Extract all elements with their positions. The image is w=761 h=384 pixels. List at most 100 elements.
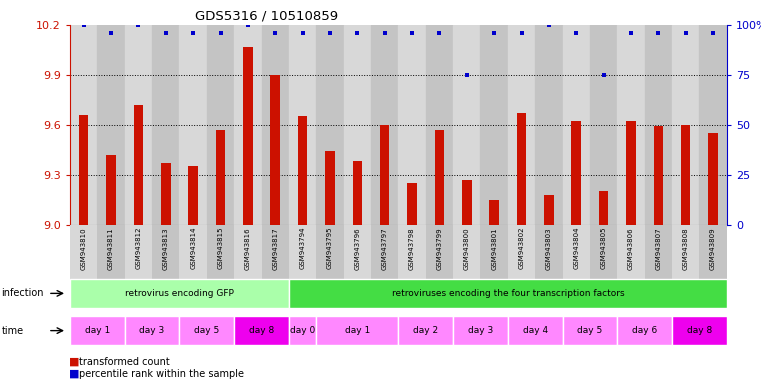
Text: GSM943811: GSM943811 <box>108 227 114 270</box>
Bar <box>480 225 508 301</box>
Bar <box>97 25 125 225</box>
Text: ■: ■ <box>68 369 79 379</box>
Bar <box>289 25 317 225</box>
Bar <box>152 25 180 225</box>
Bar <box>617 316 672 345</box>
Text: retroviruses encoding the four transcription factors: retroviruses encoding the four transcrip… <box>391 289 624 298</box>
Bar <box>535 25 562 225</box>
Bar <box>207 225 234 301</box>
Bar <box>508 225 535 301</box>
Bar <box>70 279 289 308</box>
Text: day 1: day 1 <box>345 326 370 335</box>
Text: day 2: day 2 <box>413 326 438 335</box>
Bar <box>590 25 617 225</box>
Bar <box>562 316 617 345</box>
Bar <box>234 225 262 301</box>
Bar <box>508 316 562 345</box>
Point <box>242 22 254 28</box>
Bar <box>243 46 253 225</box>
Bar <box>544 195 554 225</box>
Point <box>460 72 473 78</box>
Bar <box>672 225 699 301</box>
Text: GSM943797: GSM943797 <box>382 227 387 270</box>
Point <box>324 30 336 36</box>
Text: retrovirus encoding GFP: retrovirus encoding GFP <box>125 289 234 298</box>
Text: day 8: day 8 <box>686 326 712 335</box>
Text: GSM943809: GSM943809 <box>710 227 716 270</box>
Bar <box>289 225 317 301</box>
Bar <box>699 225 727 301</box>
Bar <box>508 25 535 225</box>
Text: GSM943812: GSM943812 <box>135 227 142 270</box>
Bar <box>562 25 590 225</box>
Bar <box>262 25 289 225</box>
Bar <box>317 225 344 301</box>
Bar <box>425 225 453 301</box>
Text: percentile rank within the sample: percentile rank within the sample <box>79 369 244 379</box>
Bar <box>590 225 617 301</box>
Bar <box>317 316 399 345</box>
Text: GSM943816: GSM943816 <box>245 227 251 270</box>
Text: day 8: day 8 <box>249 326 274 335</box>
Bar <box>161 163 170 225</box>
Bar <box>180 25 207 225</box>
Text: ■: ■ <box>68 357 79 367</box>
Bar <box>70 25 97 225</box>
Bar <box>352 161 362 225</box>
Bar <box>79 115 88 225</box>
Text: GSM943798: GSM943798 <box>409 227 415 270</box>
Text: day 1: day 1 <box>84 326 110 335</box>
Point <box>707 30 719 36</box>
Bar <box>572 121 581 225</box>
Bar <box>599 191 608 225</box>
Point <box>379 30 391 36</box>
Bar <box>462 180 472 225</box>
Point <box>543 22 555 28</box>
Bar <box>125 25 152 225</box>
Text: GSM943813: GSM943813 <box>163 227 169 270</box>
Text: GSM943807: GSM943807 <box>655 227 661 270</box>
Text: GSM943815: GSM943815 <box>218 227 224 270</box>
Point <box>297 30 309 36</box>
Bar <box>325 151 335 225</box>
Point <box>433 30 445 36</box>
Bar <box>97 225 125 301</box>
Text: GSM943806: GSM943806 <box>628 227 634 270</box>
Bar <box>453 25 480 225</box>
Text: GSM943804: GSM943804 <box>573 227 579 270</box>
Point <box>105 30 117 36</box>
Text: GSM943814: GSM943814 <box>190 227 196 270</box>
Point <box>515 30 527 36</box>
Bar <box>562 225 590 301</box>
Bar <box>672 25 699 225</box>
Text: time: time <box>2 326 24 336</box>
Point <box>570 30 582 36</box>
Bar <box>289 279 727 308</box>
Bar <box>435 130 444 225</box>
Point <box>187 30 199 36</box>
Bar <box>617 25 645 225</box>
Bar <box>399 316 453 345</box>
Bar <box>489 200 499 225</box>
Bar <box>107 155 116 225</box>
Text: day 5: day 5 <box>578 326 603 335</box>
Text: day 0: day 0 <box>290 326 315 335</box>
Bar <box>134 105 143 225</box>
Point <box>652 30 664 36</box>
Bar <box>125 316 180 345</box>
Bar <box>380 125 390 225</box>
Bar <box>654 126 663 225</box>
Bar <box>699 25 727 225</box>
Text: infection: infection <box>2 288 44 298</box>
Text: GSM943799: GSM943799 <box>436 227 442 270</box>
Bar <box>480 25 508 225</box>
Text: GSM943803: GSM943803 <box>546 227 552 270</box>
Bar <box>289 316 317 345</box>
Bar <box>180 316 234 345</box>
Bar <box>152 225 180 301</box>
Text: GSM943802: GSM943802 <box>518 227 524 270</box>
Bar <box>344 225 371 301</box>
Text: GSM943805: GSM943805 <box>600 227 607 270</box>
Point <box>160 30 172 36</box>
Bar <box>234 316 289 345</box>
